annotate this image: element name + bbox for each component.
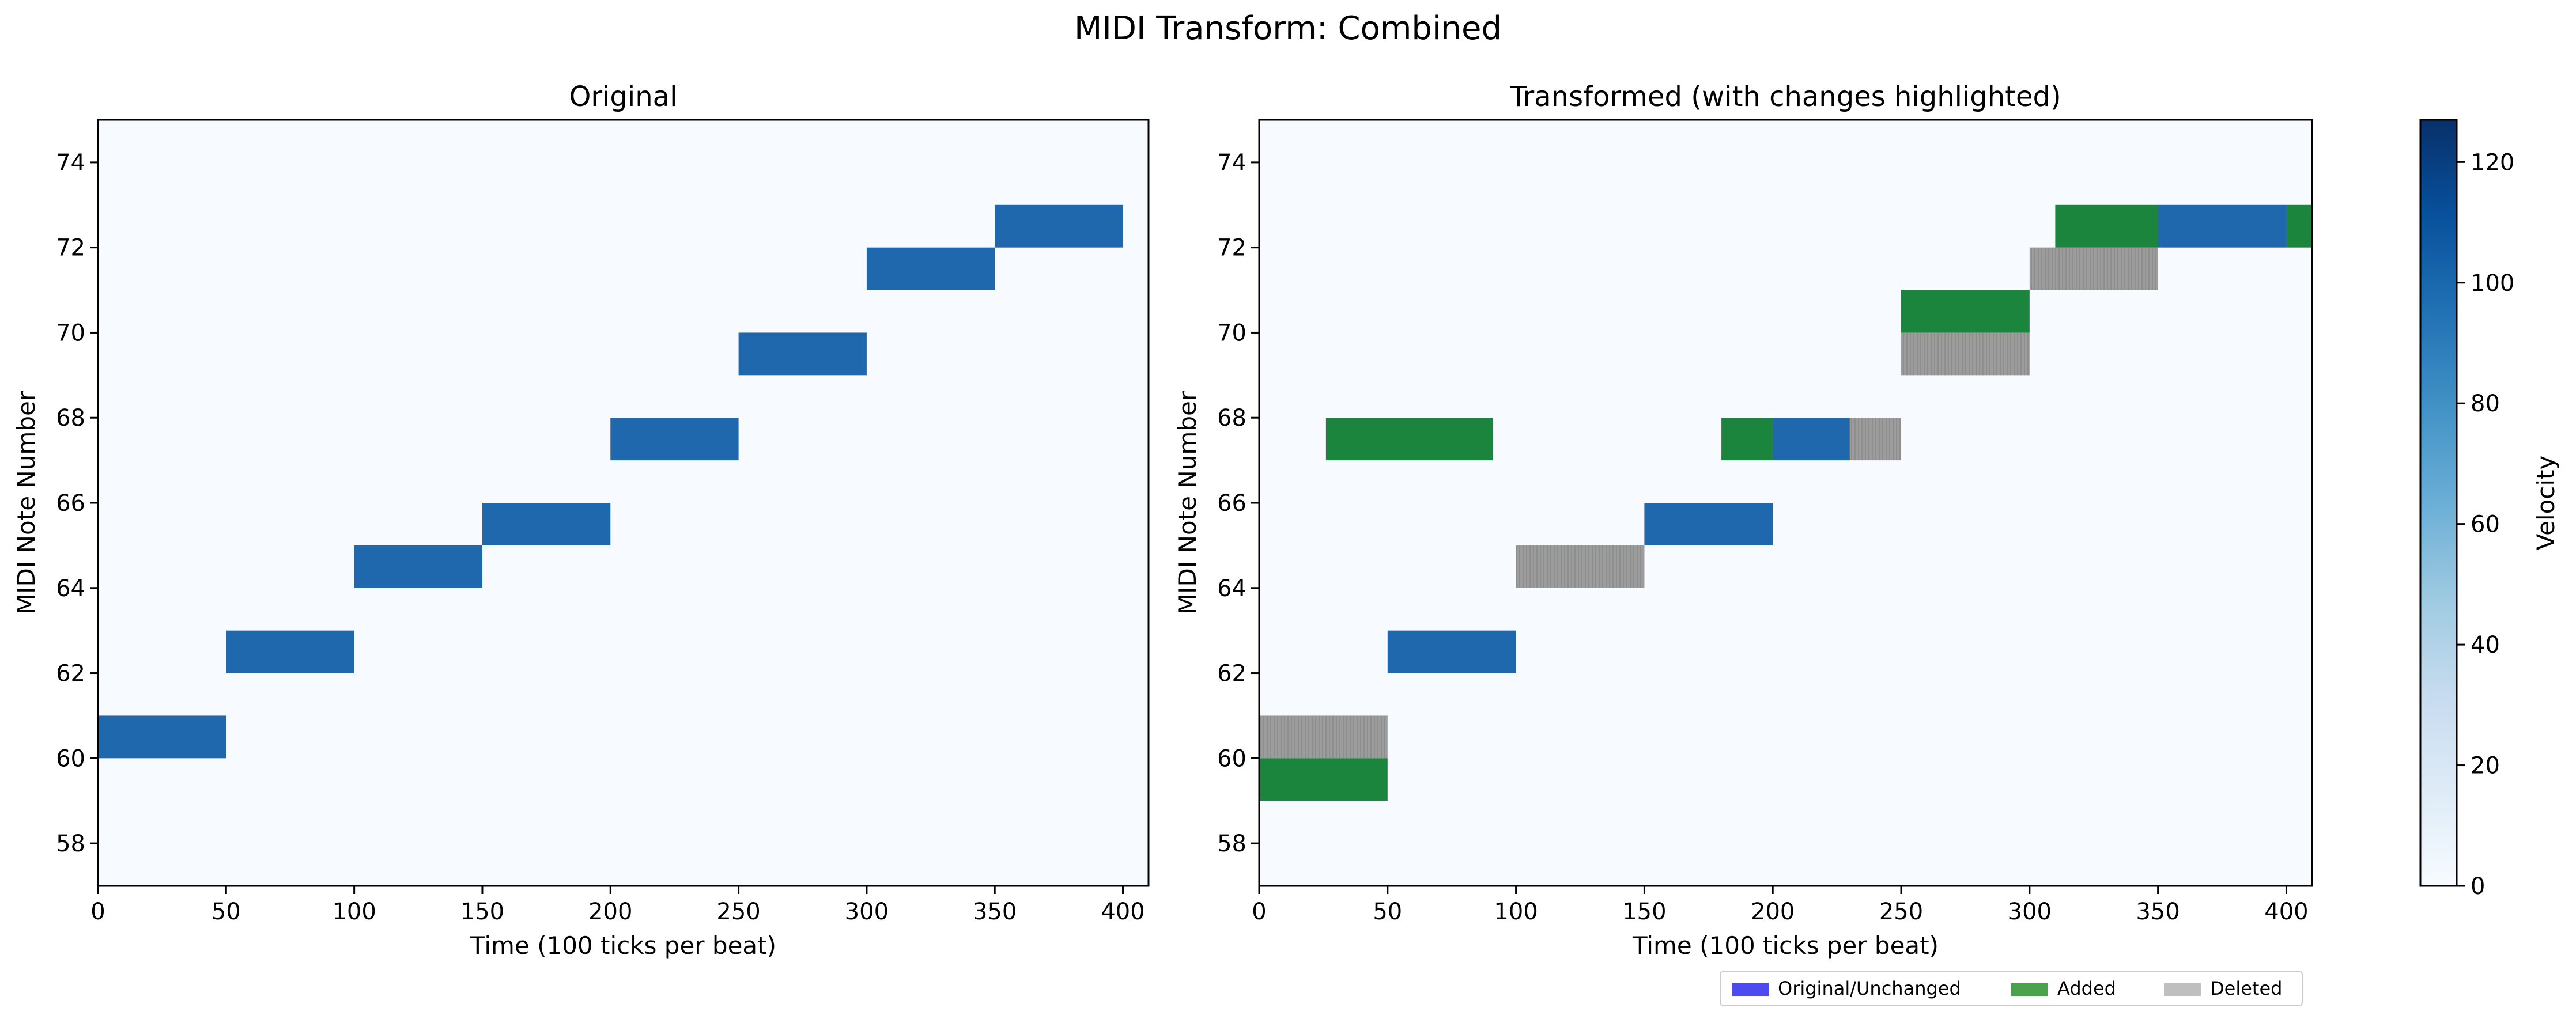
colorbar-tick-label: 120 (2471, 149, 2514, 176)
x-tick-label: 350 (973, 899, 1017, 925)
colorbar-tick-label: 60 (2471, 512, 2500, 538)
y-tick-label: 58 (56, 831, 85, 857)
legend-label-2: Deleted (2210, 977, 2282, 999)
y-tick-label: 66 (1217, 490, 1247, 517)
note-added-14 (2286, 204, 2312, 248)
colorbar-frame (2419, 119, 2458, 887)
y-tick-label: 64 (56, 575, 85, 602)
x-tick-label: 150 (460, 899, 504, 925)
note-unchanged-13 (2158, 204, 2287, 248)
x-tick-label: 0 (1252, 899, 1266, 925)
colorbar-tick-label: 20 (2471, 753, 2500, 779)
y-tick-label: 62 (56, 661, 85, 687)
subplot-title: Transformed (with changes highlighted) (1509, 81, 2061, 113)
note-original-6 (866, 247, 995, 290)
note-deleted-3 (1516, 545, 1645, 588)
note-original-0 (98, 715, 226, 759)
y-tick-label: 72 (1217, 235, 1247, 262)
colorbar-tick-label: 80 (2471, 391, 2500, 417)
note-original-2 (354, 545, 482, 588)
legend-swatch-1 (2011, 983, 2048, 996)
note-original-3 (482, 503, 611, 545)
x-tick-label: 400 (1101, 899, 1145, 925)
x-tick-label: 0 (90, 899, 105, 925)
plot-original: 0 50 100 150 200 250 300 350 400 58 60 62 64 66 68 70 72… (12, 81, 1150, 960)
note-original-4 (610, 418, 739, 461)
note-added-12 (2055, 204, 2158, 248)
y-tick-label: 66 (56, 490, 85, 517)
legend: Original/Unchanged Added Deleted (1720, 971, 2303, 1006)
x-axis-label: Time (100 ticks per beat) (1632, 931, 1939, 960)
note-deleted-9 (1901, 332, 2030, 376)
y-tick-label: 68 (56, 405, 85, 431)
y-tick-label: 72 (56, 235, 85, 262)
colorbar-label: Velocity (2532, 456, 2560, 551)
y-tick-label: 68 (1217, 405, 1247, 431)
y-tick-label: 58 (1217, 831, 1247, 857)
legend-label-1: Added (2057, 977, 2116, 999)
colorbar-tick-label: 40 (2471, 632, 2500, 658)
note-unchanged-4 (1644, 503, 1773, 545)
x-tick-label: 50 (1373, 899, 1402, 925)
figure-title: MIDI Transform: Combined (1074, 10, 1502, 47)
y-axis-label: MIDI Note Number (1173, 391, 1202, 615)
note-original-1 (226, 630, 354, 673)
subplot-title: Original (569, 81, 678, 113)
note-added-1 (1259, 758, 1388, 801)
x-tick-label: 300 (845, 899, 889, 925)
colorbar-tick-label: 100 (2471, 270, 2514, 297)
note-added-5 (1325, 418, 1493, 461)
x-tick-label: 350 (2136, 899, 2180, 925)
legend-swatch-2 (2164, 983, 2201, 996)
note-added-6 (1721, 418, 1773, 461)
x-tick-label: 200 (588, 899, 632, 925)
note-original-5 (738, 332, 867, 376)
plot-area (98, 120, 1149, 886)
x-tick-label: 250 (1879, 899, 1923, 925)
note-deleted-11 (2029, 247, 2158, 290)
note-deleted-8 (1849, 418, 1902, 461)
x-tick-label: 50 (211, 899, 241, 925)
colorbar: 0 20 40 60 80 100 120 Velocity (2419, 119, 2560, 900)
note-unchanged-7 (1773, 418, 1850, 461)
plot-transformed: 0 50 100 150 200 250 300 350 400 58 60 62 64 66 68 70 72… (1173, 81, 2313, 960)
x-tick-label: 400 (2264, 899, 2308, 925)
x-tick-label: 100 (1494, 899, 1538, 925)
y-tick-label: 60 (1217, 745, 1247, 772)
x-tick-label: 300 (2008, 899, 2052, 925)
y-tick-label: 74 (56, 150, 85, 176)
colorbar-gradient (2420, 120, 2457, 886)
y-tick-label: 64 (1217, 575, 1247, 602)
y-tick-label: 62 (1217, 661, 1247, 687)
x-tick-label: 250 (716, 899, 760, 925)
note-unchanged-2 (1387, 630, 1516, 673)
legend-swatch-0 (1732, 983, 1769, 996)
legend-label-0: Original/Unchanged (1778, 977, 1961, 999)
y-axis-label: MIDI Note Number (12, 391, 40, 615)
x-tick-label: 150 (1622, 899, 1666, 925)
y-tick-label: 60 (56, 745, 85, 772)
x-tick-label: 200 (1751, 899, 1795, 925)
note-deleted-0 (1259, 715, 1388, 759)
note-added-10 (1901, 290, 2030, 333)
colorbar-tick-label: 0 (2471, 873, 2485, 900)
y-tick-label: 70 (1217, 320, 1247, 346)
x-tick-label: 100 (332, 899, 376, 925)
y-tick-label: 74 (1217, 150, 1247, 176)
note-original-7 (995, 204, 1123, 248)
y-tick-label: 70 (56, 320, 85, 346)
x-axis-label: Time (100 ticks per beat) (470, 931, 776, 960)
